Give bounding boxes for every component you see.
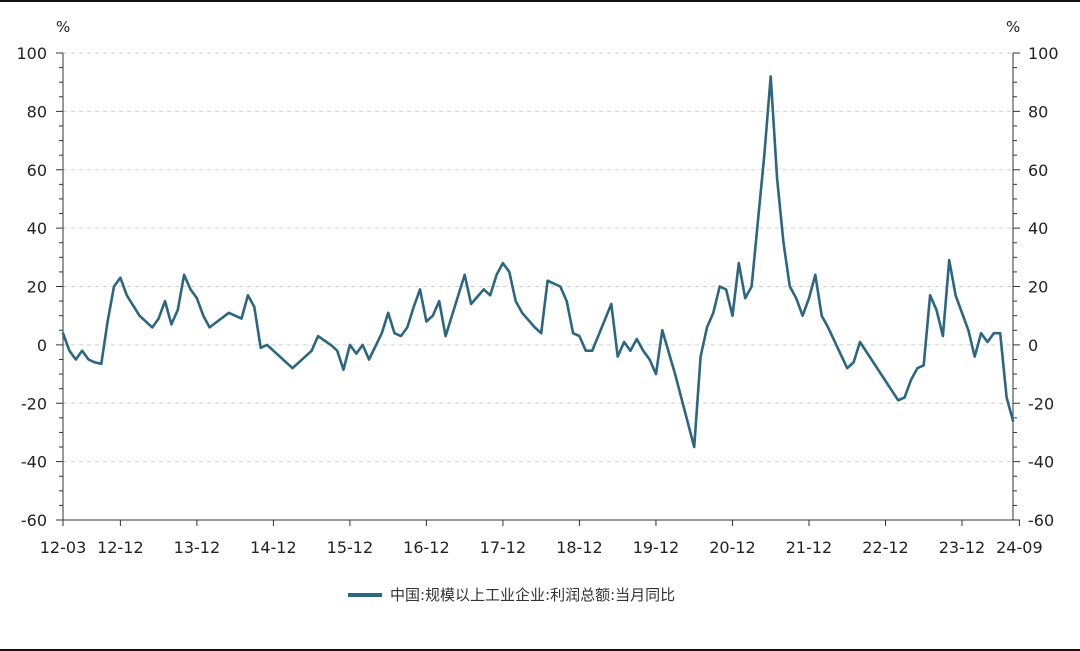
right-tick-label: -40 (1028, 453, 1054, 472)
right-tick-label: -60 (1028, 511, 1054, 530)
x-tick-label: 21-12 (786, 538, 833, 557)
left-tick-label: 0 (37, 336, 47, 355)
axes: -60 -60 -40 -40 -20 -20 0 0 20 20 40 40 60 60 80 80 100 1… (16, 44, 1058, 557)
x-tick-label: 18-12 (556, 538, 603, 557)
x-tick-label: 15-12 (327, 538, 374, 557)
legend: 中国:规模以上工业企业:利润总额:当月同比 (348, 586, 675, 604)
left-tick-label: -60 (21, 511, 47, 530)
x-tick-label: 17-12 (480, 538, 527, 557)
right-tick-label: 80 (1028, 102, 1048, 121)
right-tick-label: 0 (1028, 336, 1038, 355)
left-unit-label: % (56, 18, 70, 36)
left-tick-label: -20 (21, 394, 47, 413)
right-tick-label: 40 (1028, 219, 1048, 238)
left-tick-label: 40 (27, 219, 47, 238)
x-tick-label: 19-12 (633, 538, 680, 557)
x-tick-label: 20-12 (709, 538, 756, 557)
legend-label: 中国:规模以上工业企业:利润总额:当月同比 (390, 586, 675, 604)
x-tick-label: 12-03 (40, 538, 87, 557)
series-layer (61, 75, 1015, 449)
x-tick-label: 24-09 (996, 538, 1043, 557)
series-line (61, 75, 1015, 449)
x-tick-label: 14-12 (250, 538, 297, 557)
left-tick-label: 20 (27, 278, 47, 297)
right-unit-label: % (1006, 18, 1020, 36)
x-tick-label: 12-12 (97, 538, 144, 557)
left-tick-label: -40 (21, 453, 47, 472)
bottom-border (0, 649, 1080, 651)
x-tick-label: 22-12 (862, 538, 909, 557)
top-border (0, 0, 1080, 2)
left-tick-label: 100 (16, 44, 47, 63)
x-tick-label: 16-12 (403, 538, 450, 557)
right-tick-label: 20 (1028, 278, 1048, 297)
right-tick-label: 100 (1028, 44, 1059, 63)
x-tick-label: 13-12 (174, 538, 221, 557)
left-tick-label: 60 (27, 161, 47, 180)
x-tick-label: 23-12 (939, 538, 986, 557)
gridlines (63, 52, 1013, 463)
right-tick-label: -20 (1028, 394, 1054, 413)
right-tick-label: 60 (1028, 161, 1048, 180)
left-tick-label: 80 (27, 102, 47, 121)
